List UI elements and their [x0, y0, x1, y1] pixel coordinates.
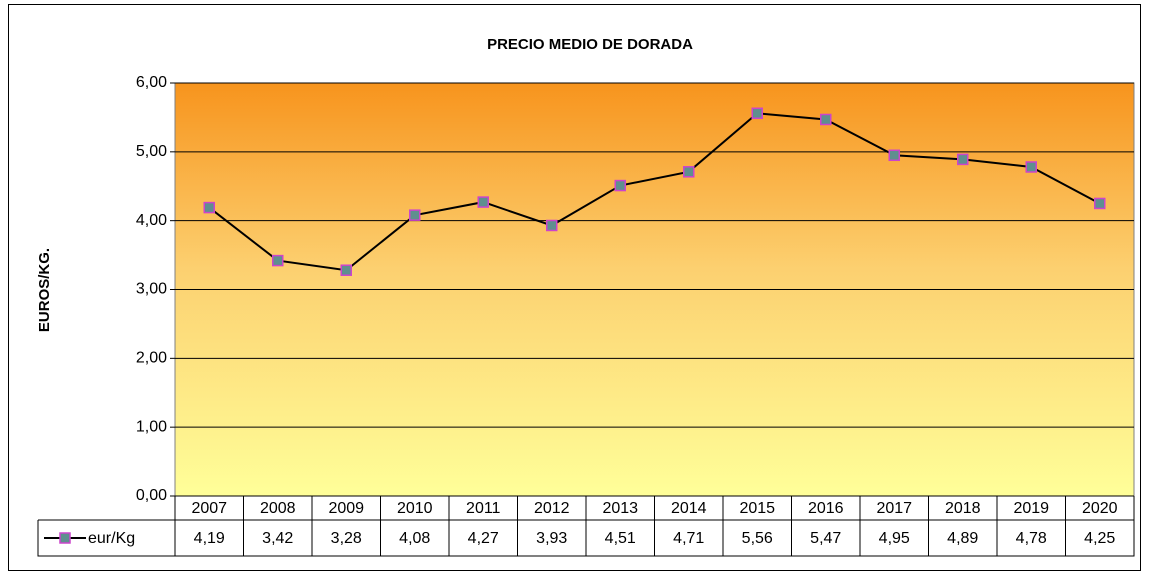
table-value: 4,25 — [1084, 530, 1115, 547]
y-tick-label: 1,00 — [136, 418, 167, 435]
legend-label: eur/Kg — [88, 530, 135, 547]
y-tick-label: 2,00 — [136, 350, 167, 367]
x-tick-label: 2014 — [671, 500, 707, 517]
data-line — [208, 112, 1101, 272]
data-point — [409, 209, 421, 221]
x-tick-label: 2009 — [328, 500, 364, 517]
table-value: 3,42 — [262, 530, 293, 547]
table-value: 3,93 — [536, 530, 567, 547]
legend-marker — [59, 532, 71, 544]
x-tick-label: 2012 — [534, 500, 570, 517]
data-point — [614, 179, 626, 192]
table-value: 4,08 — [399, 530, 430, 547]
data-point — [683, 166, 695, 178]
table-value: 4,71 — [673, 530, 704, 547]
table-value: 3,28 — [331, 530, 362, 547]
x-tick-label: 2013 — [602, 500, 638, 517]
y-tick-label: 3,00 — [136, 281, 167, 298]
table-value: 5,47 — [810, 530, 841, 547]
x-tick-label: 2010 — [397, 500, 433, 517]
table-value: 4,95 — [879, 530, 910, 547]
x-tick-label: 2020 — [1082, 500, 1118, 517]
x-tick-label: 2017 — [876, 500, 912, 517]
x-tick-label: 2011 — [466, 500, 501, 517]
table-value: 4,51 — [605, 530, 636, 547]
data-point — [751, 107, 763, 120]
data-point — [546, 219, 558, 232]
data-point — [272, 254, 284, 267]
x-tick-label: 2019 — [1013, 500, 1049, 517]
x-tick-label: 2007 — [191, 500, 227, 517]
data-point — [820, 113, 832, 126]
data-point — [888, 149, 900, 162]
x-tick-label: 2015 — [739, 500, 775, 517]
chart-title: PRECIO MEDIO DE DORADA — [487, 36, 693, 53]
y-tick-label: 6,00 — [136, 74, 167, 91]
y-tick-label: 0,00 — [136, 487, 167, 504]
x-tick-label: 2016 — [808, 500, 844, 517]
y-tick-label: 5,00 — [136, 143, 167, 160]
x-tick-label: 2008 — [260, 500, 296, 517]
table-value: 4,27 — [468, 530, 499, 547]
data-point — [1025, 161, 1037, 173]
table-value: 4,19 — [194, 530, 225, 547]
table-value: 4,78 — [1016, 530, 1047, 547]
table-value: 5,56 — [742, 530, 773, 547]
y-tick-label: 4,00 — [136, 212, 167, 229]
x-tick-label: 2018 — [945, 500, 981, 517]
y-axis-label: EUROS/KG. — [36, 248, 53, 332]
data-point — [340, 264, 352, 276]
data-point — [957, 153, 969, 166]
data-point — [1094, 197, 1106, 210]
data-point — [477, 196, 489, 208]
table-value: 4,89 — [947, 530, 978, 547]
data-point — [203, 201, 215, 214]
